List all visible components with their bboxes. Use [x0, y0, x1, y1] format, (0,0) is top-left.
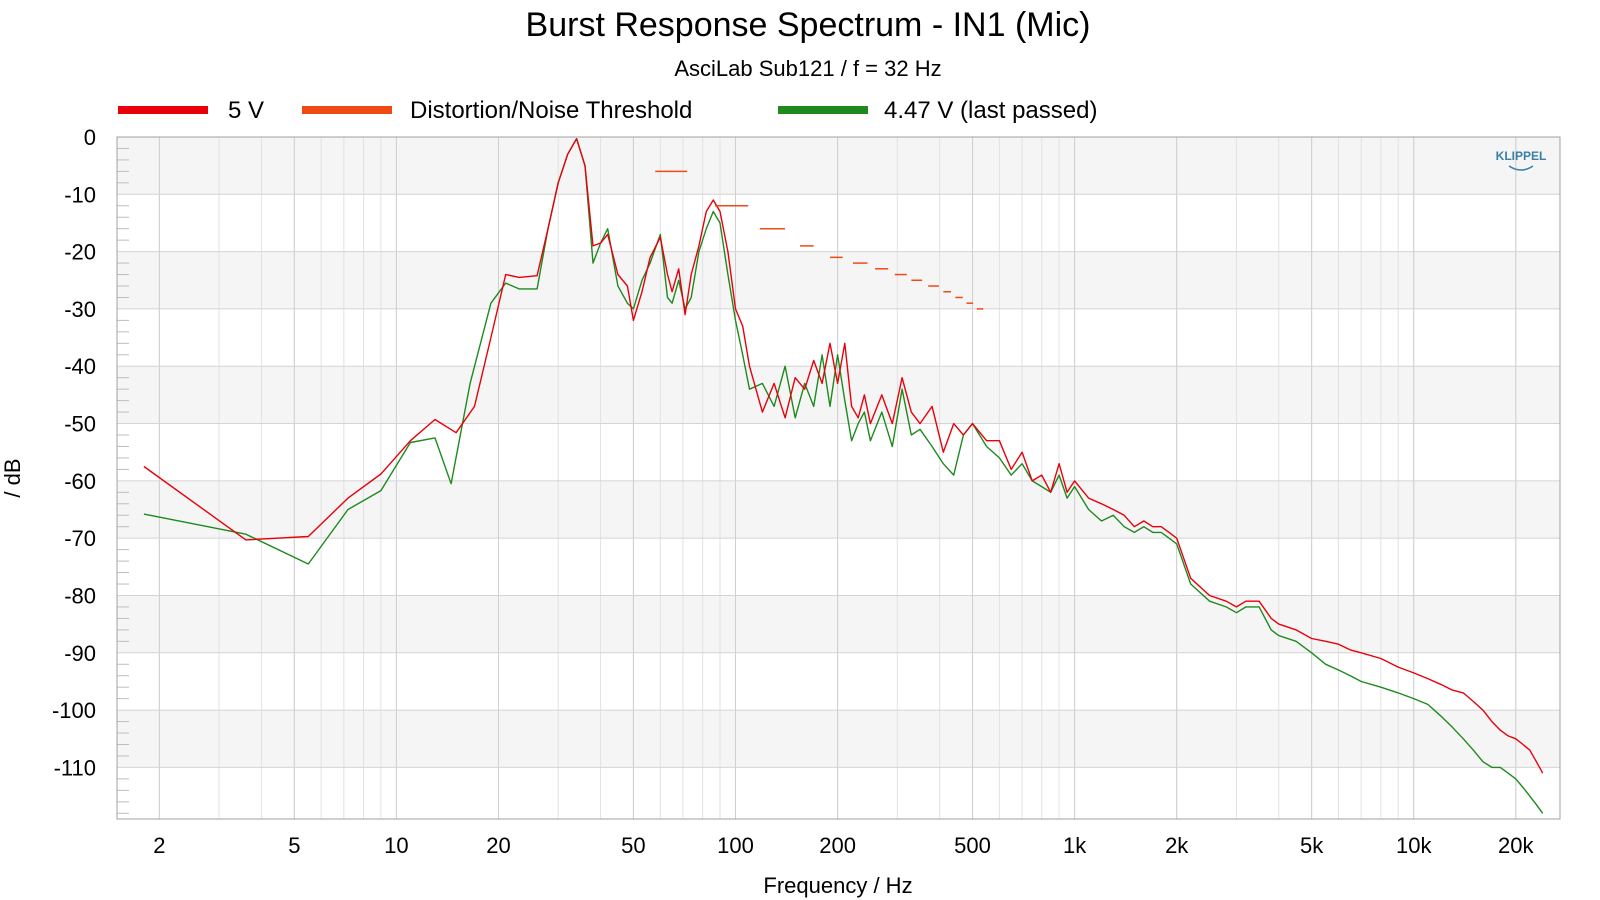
legend-label-5v: 5 V	[228, 97, 264, 124]
klippel-logo-text: KLIPPEL	[1496, 149, 1547, 163]
x-tick-label: 1k	[1063, 833, 1087, 858]
y-tick-label: -60	[64, 469, 96, 494]
plot-band	[117, 538, 1560, 596]
x-tick-label: 20	[486, 833, 510, 858]
klippel-logo: KLIPPEL	[1496, 149, 1547, 171]
y-tick-label: -110	[54, 755, 96, 780]
plot-band	[117, 251, 1560, 309]
legend-label-threshold: Distortion/Noise Threshold	[410, 97, 692, 124]
major-grid	[117, 136, 1560, 819]
legend-label-4-47v: 4.47 V (last passed)	[884, 97, 1097, 124]
y-tick-label: -70	[64, 526, 96, 551]
series-layer	[143, 138, 1544, 814]
plot-band	[117, 767, 1560, 819]
y-tick-labels: 0 -10 -20 -30 -40 -50 -60 -70 -80 -90 -100 -110	[52, 125, 96, 780]
y-tick-label: -30	[64, 297, 96, 322]
x-tick-label: 5	[288, 833, 300, 858]
plot-band	[117, 423, 1560, 481]
y-minor-ticks	[117, 147, 129, 814]
x-tick-label: 2	[153, 833, 165, 858]
x-tick-label: 100	[717, 833, 754, 858]
x-tick-label: 50	[621, 833, 645, 858]
chart-subtitle: AsciLab Sub121 / f = 32 Hz	[674, 56, 941, 81]
plot-band	[117, 652, 1560, 711]
x-tick-label: 10	[384, 833, 408, 858]
y-tick-label: -40	[64, 354, 96, 379]
x-tick-labels: 2 5 10 20 50 100 200 500 1k 2k 5k 10k 20k	[153, 833, 1534, 858]
y-tick-label: 0	[84, 125, 96, 150]
plot-band	[117, 194, 1560, 252]
x-tick-label: 5k	[1300, 833, 1324, 858]
y-tick-label: -90	[64, 641, 96, 666]
y-tick-label: -10	[64, 182, 96, 207]
x-axis-label: Frequency / Hz	[763, 873, 912, 898]
y-tick-label: -50	[64, 412, 96, 437]
y-axis-label: / dB	[0, 458, 25, 497]
legend: 5 V Distortion/Noise Threshold 4.47 V (l…	[118, 97, 1097, 124]
x-tick-label: 2k	[1165, 833, 1189, 858]
plot-band	[117, 137, 1560, 195]
series-line-5v	[143, 138, 1544, 774]
plot-background-bands	[117, 137, 1560, 819]
y-tick-label: -20	[64, 240, 96, 265]
x-tick-label: 20k	[1498, 833, 1534, 858]
plot-band	[117, 595, 1560, 653]
x-tick-label: 10k	[1396, 833, 1432, 858]
y-tick-label: -80	[64, 583, 96, 608]
plot-band	[117, 710, 1560, 768]
klippel-logo-arc	[1508, 165, 1534, 171]
chart-title: Burst Response Spectrum - IN1 (Mic)	[526, 6, 1091, 44]
plot-frame	[116, 136, 1561, 820]
x-tick-label: 200	[819, 833, 856, 858]
x-tick-label: 500	[954, 833, 991, 858]
y-tick-label: -100	[52, 698, 96, 723]
